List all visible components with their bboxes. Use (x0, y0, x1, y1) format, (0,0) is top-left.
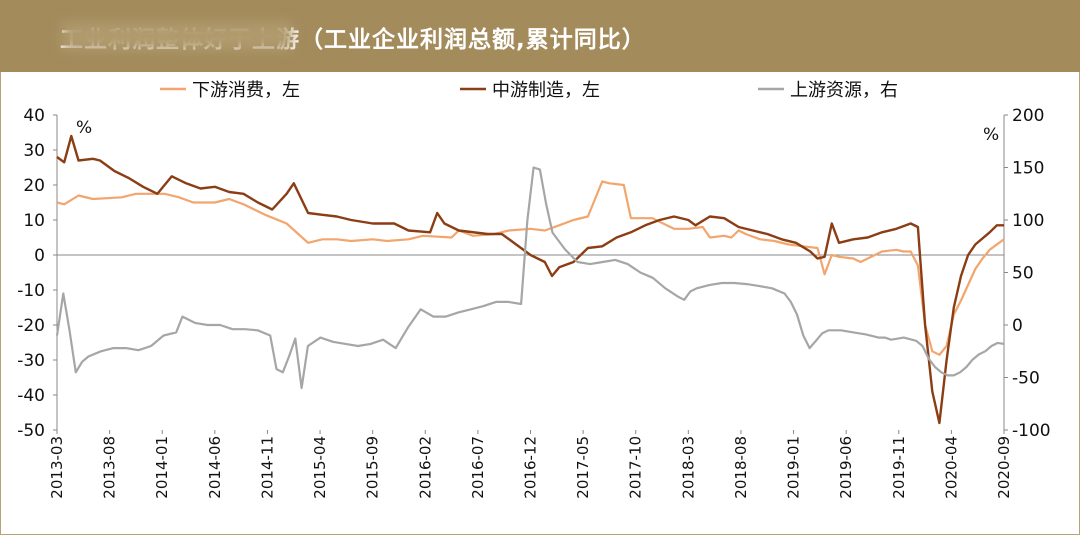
right-tick-label: -50 (1012, 369, 1040, 389)
x-tick-label: 2018-08 (732, 436, 750, 499)
legend: 下游消费，左 中游制造，左 上游资源，右 (160, 80, 898, 101)
left-axis: 40 30 20 10 0 -10 -20 -30 -40 -50 (17, 106, 58, 441)
right-tick-label: -100 (1012, 421, 1051, 441)
right-tick-label: 150 (1012, 159, 1044, 179)
x-tick-label: 2019-01 (785, 436, 803, 499)
x-tick-label: 2014-11 (258, 436, 276, 499)
left-tick-label: 30 (23, 141, 45, 161)
x-tick-label: 2015-04 (311, 436, 329, 499)
x-tick-label: 2013-03 (48, 436, 66, 499)
x-tick-label: 2015-09 (364, 436, 382, 499)
x-tick-label: 2013-08 (101, 436, 119, 499)
x-axis: 2013-03 2013-08 2014-01 2014-06 2014-11 2015-… (48, 254, 1013, 499)
right-tick-label: 50 (1012, 264, 1034, 284)
x-tick-label: 2016-07 (469, 436, 487, 499)
legend-label-1: 下游消费，左 (192, 80, 300, 101)
x-tick-label: 2019-11 (890, 436, 908, 499)
x-tick-label: 2016-12 (522, 436, 540, 499)
left-tick-label: -20 (17, 316, 45, 336)
right-unit-label: % (983, 125, 999, 145)
left-unit-label: % (76, 118, 92, 138)
left-tick-label: 40 (23, 106, 45, 126)
left-tick-label: -30 (17, 351, 45, 371)
right-tick-label: 100 (1012, 211, 1044, 231)
x-tick-label: 2016-02 (416, 436, 434, 499)
x-tick-label: 2017-05 (574, 436, 592, 499)
x-tick-label: 2017-10 (627, 436, 645, 499)
x-tick-label: 2020-04 (942, 436, 960, 499)
left-tick-label: 10 (23, 211, 45, 231)
left-tick-label: 0 (34, 246, 45, 266)
legend-label-3: 上游资源，右 (790, 80, 898, 101)
x-tick-label: 2014-01 (153, 436, 171, 499)
series-line-3 (55, 166, 1005, 390)
title-redaction (62, 22, 292, 50)
plot-area (55, 134, 1005, 425)
left-tick-label: -40 (17, 386, 45, 406)
right-tick-label: 0 (1012, 316, 1023, 336)
x-tick-label: 2018-03 (679, 436, 697, 499)
left-tick-label: 20 (23, 176, 45, 196)
x-tick-label: 2020-09 (995, 436, 1013, 499)
x-tick-label: 2014-06 (206, 436, 224, 499)
right-axis: 200 150 100 50 0 -50 -100 (1003, 106, 1051, 441)
series-line-1 (56, 180, 1005, 356)
legend-label-2: 中游制造，左 (492, 80, 600, 101)
left-tick-label: -50 (17, 421, 45, 441)
right-tick-label: 200 (1012, 106, 1044, 126)
series-line-2 (56, 134, 1004, 425)
left-tick-label: -10 (17, 281, 45, 301)
x-tick-label: 2019-06 (837, 436, 855, 499)
